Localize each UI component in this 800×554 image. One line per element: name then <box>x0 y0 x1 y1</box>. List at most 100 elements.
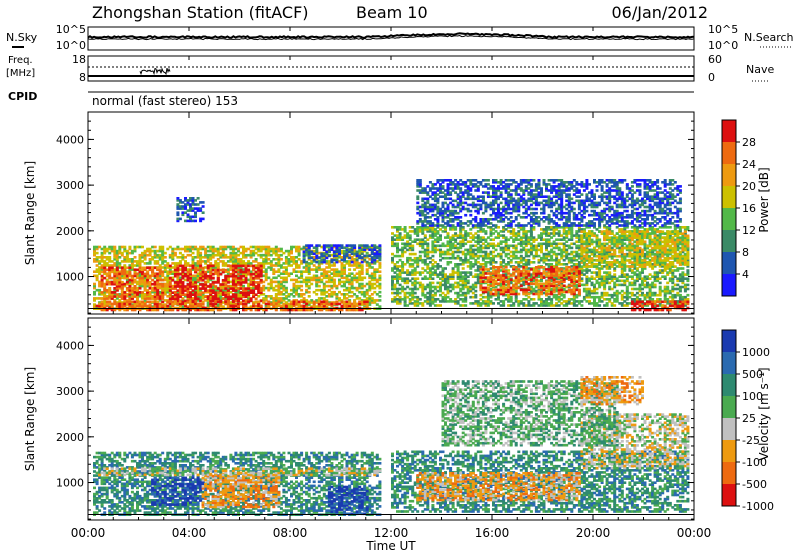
power-cell <box>115 297 119 300</box>
power-cell <box>234 247 238 251</box>
power-cell <box>378 262 382 265</box>
power-cell <box>287 258 291 261</box>
power-cell <box>136 264 139 267</box>
power-cell <box>171 247 175 251</box>
power-cell <box>130 287 134 290</box>
power-cell <box>214 291 218 294</box>
power-cell <box>148 284 152 288</box>
power-cell <box>189 253 192 257</box>
power-cell <box>264 274 268 278</box>
power-cell <box>158 276 162 280</box>
power-cell <box>181 281 185 284</box>
power-cell <box>158 253 162 257</box>
power-cell <box>312 252 316 256</box>
power-cell <box>161 286 165 290</box>
power-cell <box>292 284 296 288</box>
power-cell <box>93 293 96 296</box>
power-cell <box>254 260 258 263</box>
power-cell <box>103 290 107 294</box>
power-cell <box>282 299 286 302</box>
power-cell <box>237 262 240 265</box>
power-cell <box>130 249 134 253</box>
power-cell <box>136 245 139 249</box>
power-cell <box>262 280 266 284</box>
power-cell <box>128 260 132 263</box>
power-cell <box>194 219 197 223</box>
power-cell <box>206 305 210 308</box>
power-cell <box>191 260 195 263</box>
power-cell <box>95 256 99 259</box>
power-cell <box>292 282 296 286</box>
power-cell <box>151 245 155 249</box>
power-cell <box>148 262 152 265</box>
power-cell <box>512 228 516 231</box>
power-cell <box>194 264 198 267</box>
power-cell <box>269 280 273 284</box>
power-cell <box>191 297 195 300</box>
power-cell <box>297 270 301 273</box>
power-cell <box>196 256 200 259</box>
power-cell <box>171 256 175 259</box>
power-cell <box>284 301 288 304</box>
power-cell <box>123 282 127 286</box>
power-cell <box>168 270 172 274</box>
power-cell <box>178 268 182 271</box>
power-cell <box>247 260 251 263</box>
power-cell <box>194 288 198 292</box>
power-cell <box>171 253 175 257</box>
power-cell <box>305 299 309 302</box>
power-cell <box>100 260 104 263</box>
power-cell <box>168 278 172 282</box>
power-cell <box>156 262 160 265</box>
power-cell <box>249 256 253 259</box>
power-cell <box>224 287 228 290</box>
power-cell <box>163 256 167 259</box>
power-cell <box>209 245 213 249</box>
power-cell <box>426 295 430 299</box>
power-cell <box>196 247 200 251</box>
power-cell <box>128 247 132 251</box>
power-cell <box>254 308 258 312</box>
power-cell <box>317 244 321 247</box>
power-cell <box>201 247 205 251</box>
power-cell <box>277 264 281 267</box>
power-cell <box>206 270 210 273</box>
power-cell <box>315 288 319 292</box>
power-cell <box>305 282 309 286</box>
power-cell <box>534 238 538 241</box>
power-cell <box>136 299 139 302</box>
power-cell <box>98 272 102 275</box>
power-cell <box>110 305 114 308</box>
power-cell <box>423 234 427 237</box>
power-cell <box>436 281 440 285</box>
power-cell <box>153 260 157 263</box>
power-cell <box>123 258 127 261</box>
power-cell <box>464 304 468 307</box>
power-cell <box>178 262 182 265</box>
power-cell <box>199 268 203 271</box>
power-cell <box>237 260 240 263</box>
power-cell <box>264 258 268 261</box>
power-cell <box>156 256 160 259</box>
power-cell <box>284 290 288 294</box>
power-cell <box>466 279 470 283</box>
power-cell <box>264 270 268 273</box>
power-cell <box>269 253 273 257</box>
power-cell <box>229 268 233 271</box>
power-cell <box>163 268 167 271</box>
power-cell <box>229 253 233 257</box>
power-cell <box>247 247 251 251</box>
power-cell <box>264 305 268 308</box>
power-cell <box>110 264 114 267</box>
power-cell <box>221 286 225 290</box>
power-cell <box>138 293 142 296</box>
power-cell <box>166 282 170 286</box>
power-cell <box>194 276 198 280</box>
power-cell <box>181 272 185 275</box>
power-cell <box>108 287 112 290</box>
power-cell <box>446 248 450 252</box>
power-cell <box>411 244 415 248</box>
power-cell <box>125 276 129 280</box>
power-cell <box>292 258 296 261</box>
power-cell <box>297 258 301 261</box>
